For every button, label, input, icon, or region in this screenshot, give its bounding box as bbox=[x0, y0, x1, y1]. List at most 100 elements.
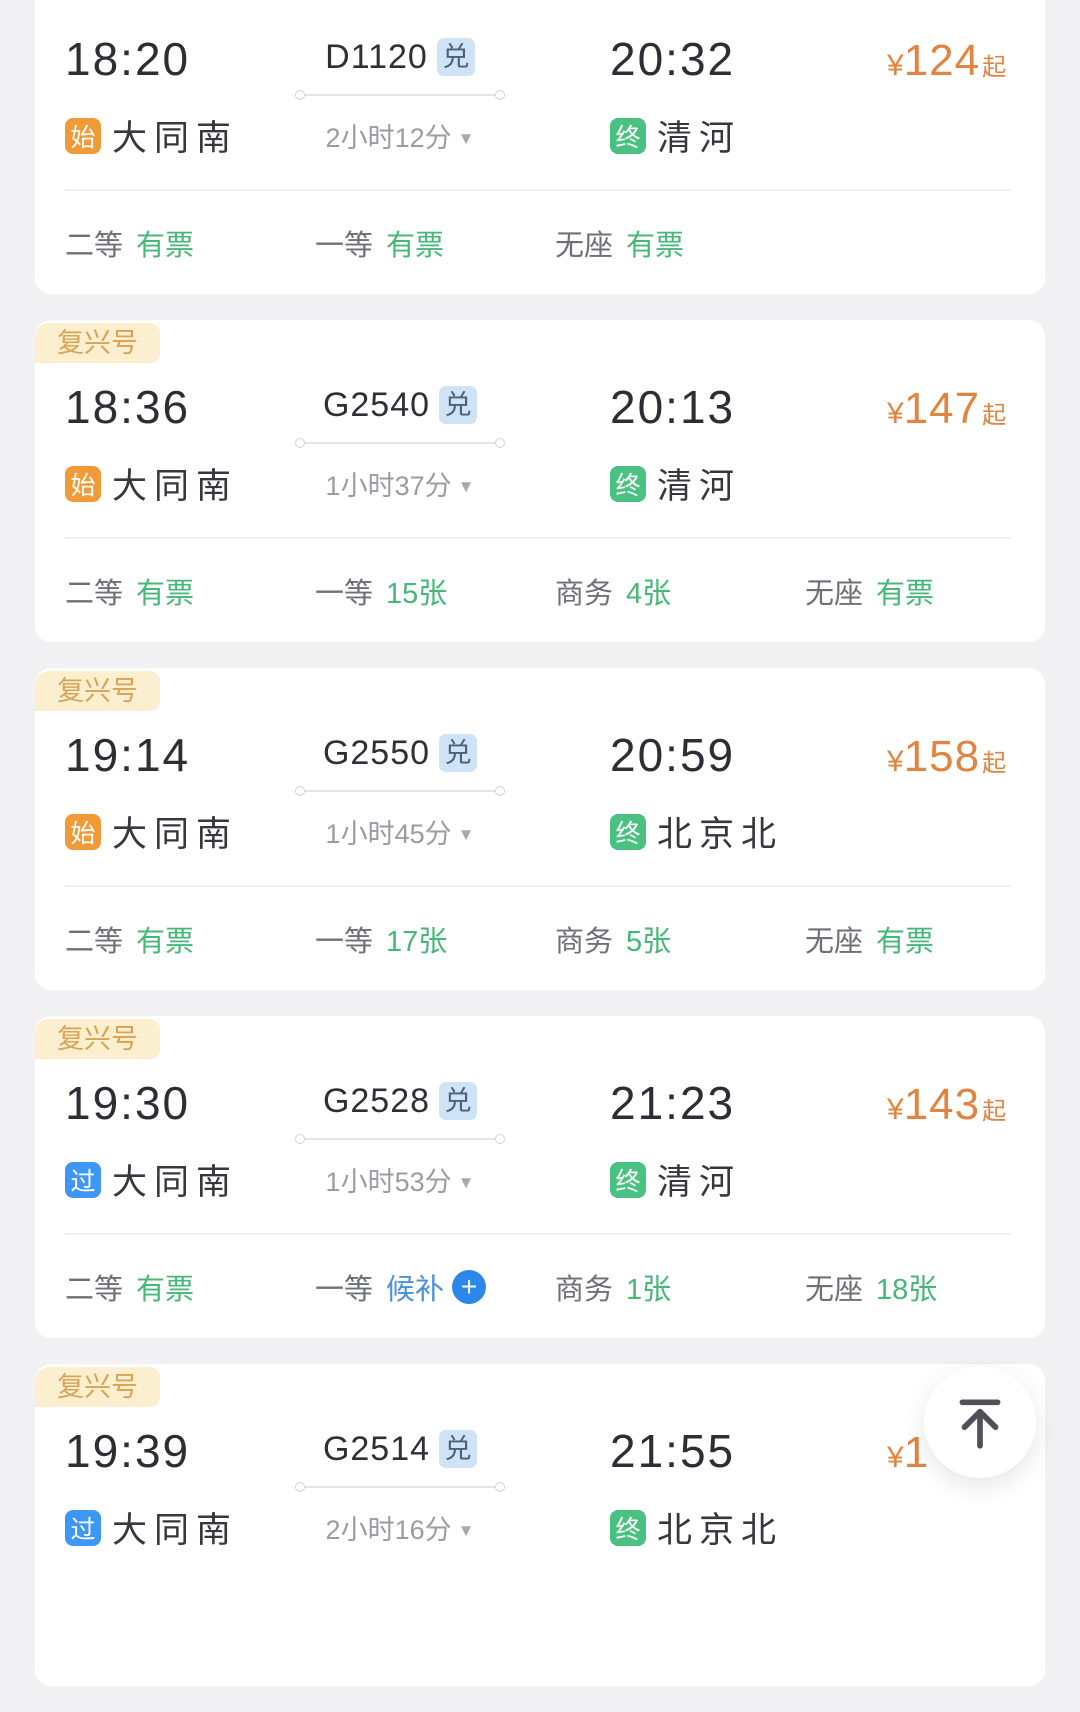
train-number: D1120 bbox=[325, 38, 428, 76]
seat-availability: 4张 bbox=[626, 578, 672, 610]
seat-class-cell: 无座 有票 bbox=[555, 222, 684, 264]
start-station-badge: 始 bbox=[65, 117, 101, 154]
from-station-name: 大同南 bbox=[112, 815, 239, 854]
price-value: 158 bbox=[903, 732, 981, 781]
train-number-block: G2514 兑 bbox=[285, 1430, 515, 1469]
seat-class-cell[interactable]: 一等 候补 + bbox=[315, 1266, 487, 1308]
seat-availability: 有票 bbox=[136, 1274, 195, 1306]
duration-toggle[interactable]: 1小时53分 ▼ bbox=[285, 1160, 515, 1199]
train-card[interactable]: 复兴号 19:14 G2550 兑 20:59 ¥158 起 1小时45分 ▼ 始大同… bbox=[35, 668, 1045, 990]
seat-class-label: 一等 bbox=[315, 578, 374, 610]
duration-text: 1小时45分 bbox=[325, 819, 452, 849]
seat-availability-row: 二等 有票 一等 15张 商务 4张 无座 有票 bbox=[35, 570, 1045, 614]
duration-text: 1小时53分 bbox=[325, 1167, 452, 1197]
seat-availability: 有票 bbox=[136, 926, 195, 958]
price: ¥158 起 bbox=[887, 732, 1006, 782]
waitlist-plus-icon[interactable]: + bbox=[452, 1270, 487, 1304]
start-station-badge: 始 bbox=[65, 813, 101, 850]
seat-class-cell: 二等 有票 bbox=[65, 1266, 194, 1308]
depart-time: 19:30 bbox=[65, 1077, 191, 1129]
seat-class-label: 一等 bbox=[315, 1274, 374, 1306]
journey-line bbox=[295, 786, 505, 796]
seat-availability-row: 二等 有票 一等 有票 无座 有票 bbox=[35, 222, 1045, 266]
price-suffix: 起 bbox=[982, 54, 1007, 81]
train-number: G2550 bbox=[322, 734, 431, 772]
fuxing-badge: 复兴号 bbox=[35, 1019, 160, 1059]
seat-class-cell: 二等 有票 bbox=[65, 570, 194, 612]
duration-toggle[interactable]: 2小时16分 ▼ bbox=[285, 1508, 515, 1547]
from-station-row: 始大同南 bbox=[65, 806, 238, 857]
train-number-block: G2540 兑 bbox=[285, 386, 515, 425]
seat-class-cell: 无座 有票 bbox=[805, 918, 934, 960]
chevron-down-icon: ▼ bbox=[457, 825, 475, 844]
seat-availability: 有票 bbox=[386, 230, 445, 262]
to-station-name: 清河 bbox=[657, 467, 742, 506]
train-card[interactable]: 复兴号 19:30 G2528 兑 21:23 ¥143 起 1小时53分 ▼ 过大同… bbox=[35, 1016, 1045, 1338]
seat-class-label: 无座 bbox=[805, 578, 864, 610]
arrive-time: 20:59 bbox=[610, 729, 736, 781]
duration-toggle[interactable]: 1小时37分 ▼ bbox=[285, 464, 515, 503]
chevron-down-icon: ▼ bbox=[457, 1521, 475, 1540]
fuxing-badge: 复兴号 bbox=[35, 671, 160, 711]
duration-text: 2小时16分 bbox=[325, 1515, 452, 1545]
price-value: 1 bbox=[903, 1428, 930, 1477]
journey-line bbox=[295, 1482, 505, 1492]
train-card[interactable]: 18:20 D1120 兑 20:32 ¥124 起 2小时12分 ▼ 始大同南 终清… bbox=[35, 0, 1045, 294]
arrive-time: 20:13 bbox=[610, 381, 736, 433]
to-station-name: 北京北 bbox=[657, 1511, 784, 1550]
seat-class-label: 一等 bbox=[315, 230, 374, 262]
seat-class-cell: 二等 有票 bbox=[65, 222, 194, 264]
duration-toggle[interactable]: 2小时12分 ▼ bbox=[285, 116, 515, 155]
currency-symbol: ¥ bbox=[887, 1441, 904, 1474]
price-value: 143 bbox=[903, 1080, 981, 1129]
to-station-name: 清河 bbox=[657, 1163, 742, 1202]
exchange-badge: 兑 bbox=[439, 734, 478, 772]
depart-time: 18:36 bbox=[65, 381, 191, 433]
back-to-top-button[interactable] bbox=[924, 1366, 1036, 1478]
from-station-row: 始大同南 bbox=[65, 458, 238, 509]
divider bbox=[65, 189, 1011, 191]
seat-class-cell: 商务 4张 bbox=[555, 570, 671, 612]
currency-symbol: ¥ bbox=[887, 397, 904, 430]
from-station-name: 大同南 bbox=[112, 1163, 239, 1202]
seat-class-cell: 一等 有票 bbox=[315, 222, 444, 264]
arrive-time: 20:32 bbox=[610, 33, 736, 85]
seat-availability: 15张 bbox=[386, 578, 448, 610]
divider bbox=[65, 1233, 1011, 1235]
train-list: 18:20 D1120 兑 20:32 ¥124 起 2小时12分 ▼ 始大同南 终清… bbox=[35, 0, 1045, 1712]
chevron-down-icon: ▼ bbox=[457, 1173, 475, 1192]
chevron-down-icon: ▼ bbox=[457, 477, 475, 496]
seat-availability: 有票 bbox=[626, 230, 685, 262]
seat-class-label: 一等 bbox=[315, 926, 374, 958]
seat-availability: 18张 bbox=[876, 1274, 938, 1306]
to-station-name: 清河 bbox=[657, 119, 742, 158]
end-station-badge: 终 bbox=[610, 117, 646, 154]
train-number: G2514 bbox=[322, 1430, 431, 1468]
price: ¥143 起 bbox=[887, 1080, 1006, 1130]
from-station-name: 大同南 bbox=[112, 467, 239, 506]
end-station-badge: 终 bbox=[610, 465, 646, 502]
pass-station-badge: 过 bbox=[65, 1161, 101, 1198]
seat-class-label: 二等 bbox=[65, 230, 124, 262]
seat-availability: 有票 bbox=[136, 230, 195, 262]
seat-availability: 有票 bbox=[876, 926, 935, 958]
price-value: 147 bbox=[903, 384, 981, 433]
exchange-badge: 兑 bbox=[436, 38, 475, 76]
seat-class-cell: 一等 15张 bbox=[315, 570, 447, 612]
train-card[interactable]: 复兴号 18:36 G2540 兑 20:13 ¥147 起 1小时37分 ▼ 始大同… bbox=[35, 320, 1045, 642]
duration-toggle[interactable]: 1小时45分 ▼ bbox=[285, 812, 515, 851]
seat-class-label: 无座 bbox=[805, 1274, 864, 1306]
train-card[interactable]: 复兴号 19:39 G2514 兑 21:55 ¥1 2小时16分 ▼ 过大同南 终… bbox=[35, 1364, 1045, 1686]
train-number-block: D1120 兑 bbox=[285, 38, 515, 77]
arrive-time: 21:23 bbox=[610, 1077, 736, 1129]
from-station-row: 过大同南 bbox=[65, 1502, 238, 1553]
arrive-time: 21:55 bbox=[610, 1425, 736, 1477]
currency-symbol: ¥ bbox=[887, 49, 904, 82]
pass-station-badge: 过 bbox=[65, 1509, 101, 1546]
seat-availability-row: 二等 有票 一等 17张 商务 5张 无座 有票 bbox=[35, 918, 1045, 962]
start-station-badge: 始 bbox=[65, 465, 101, 502]
seat-class-cell: 无座 有票 bbox=[805, 570, 934, 612]
exchange-badge: 兑 bbox=[439, 386, 478, 424]
seat-class-cell: 一等 17张 bbox=[315, 918, 447, 960]
seat-availability: 有票 bbox=[876, 578, 935, 610]
